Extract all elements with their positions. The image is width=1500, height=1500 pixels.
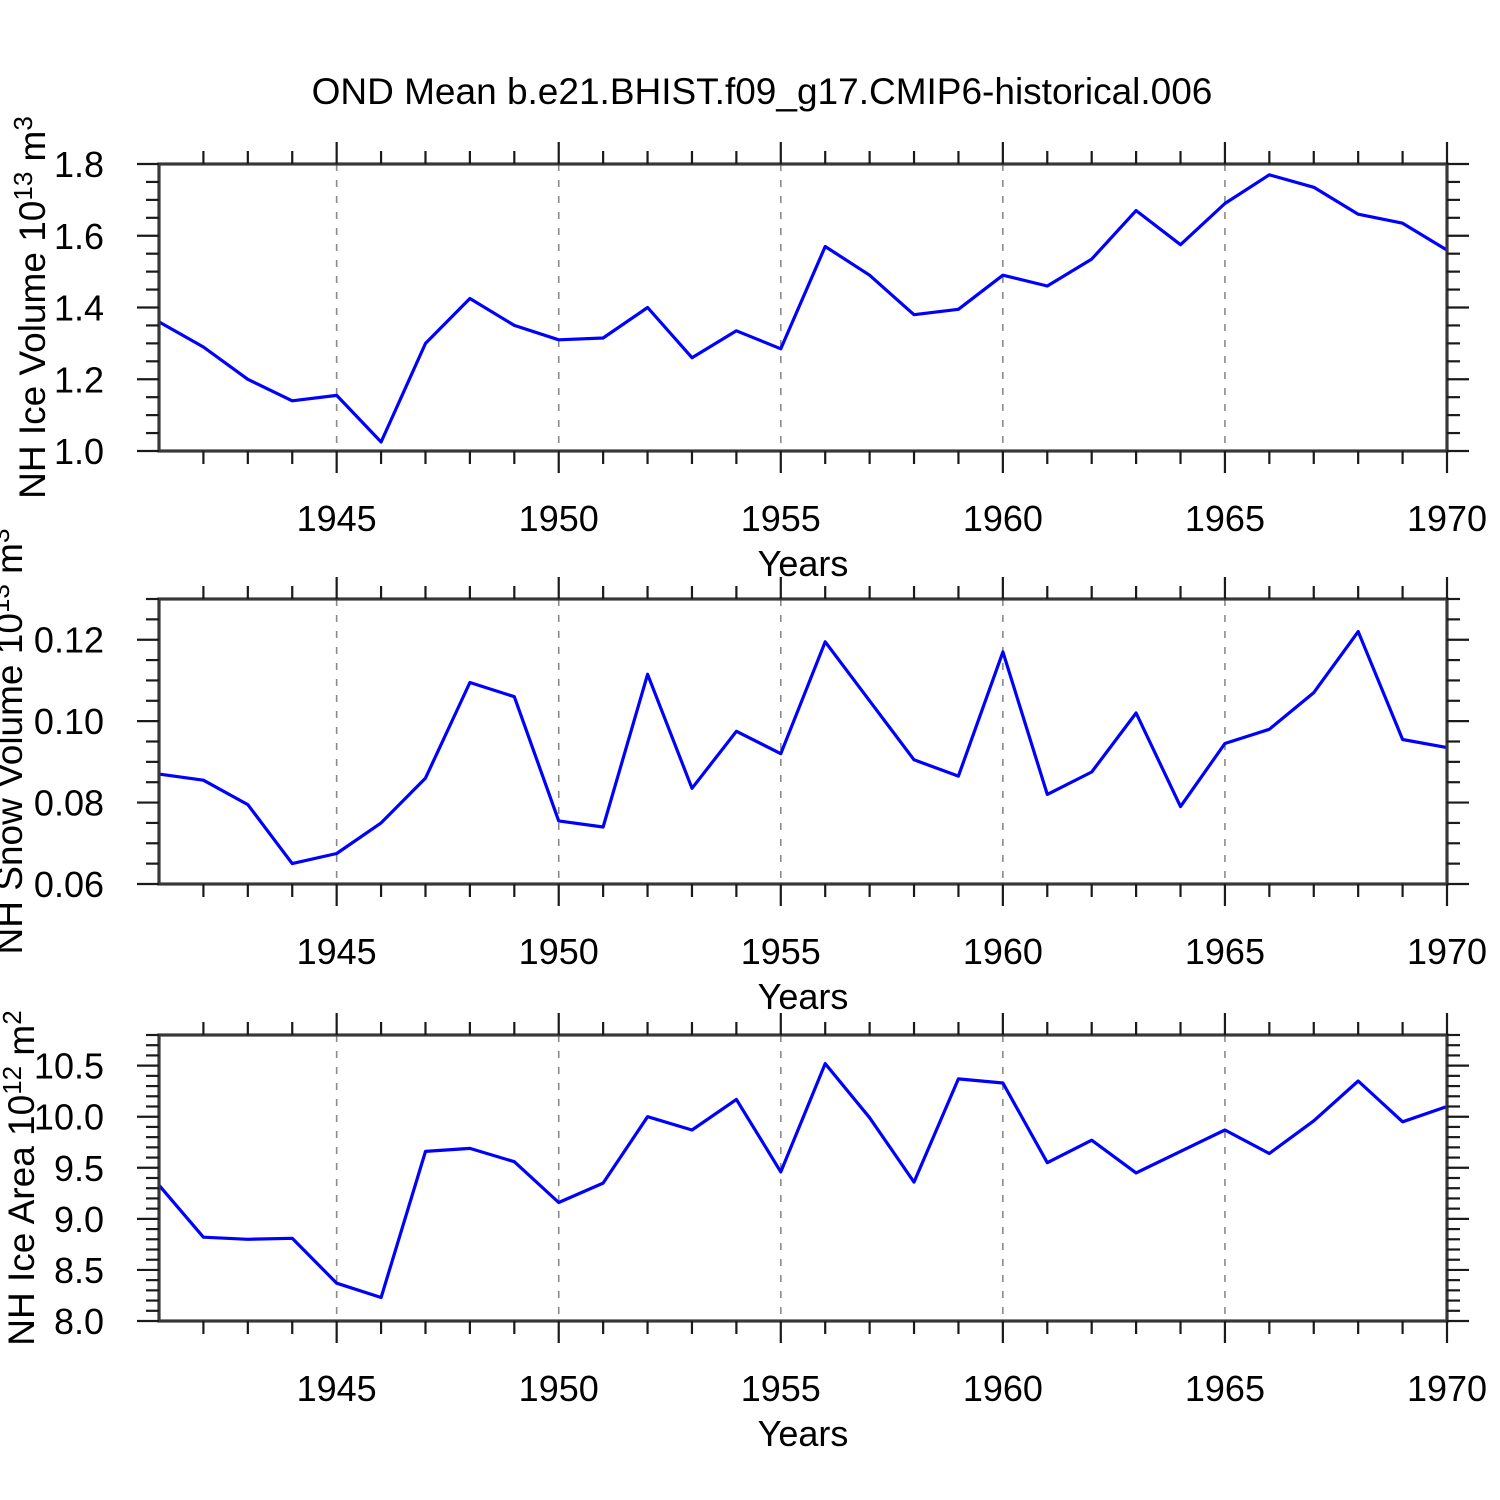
y-tick-label: 0.06 [34,864,104,905]
chart-title: OND Mean b.e21.BHIST.f09_g17.CMIP6-histo… [311,71,1213,112]
y-tick-label: 1.2 [54,359,104,400]
y-tick-label: 0.10 [34,701,104,742]
x-tick-label: 1950 [519,1368,599,1409]
x-axis-title: Years [758,976,849,1017]
y-axis-title: NH Snow Volume 1013 m3 [0,529,30,955]
x-tick-label: 1970 [1407,931,1487,972]
x-tick-label: 1960 [963,931,1043,972]
x-tick-label: 1955 [741,498,821,539]
y-tick-label: 0.12 [34,620,104,661]
x-tick-label: 1955 [741,931,821,972]
x-tick-label: 1970 [1407,1368,1487,1409]
x-tick-label: 1945 [297,931,377,972]
x-tick-label: 1965 [1185,1368,1265,1409]
x-tick-label: 1960 [963,1368,1043,1409]
panel-nh-ice-area: 8.0 8.5 9.0 9.5 10.0 10.5 1945 1950 1955 1960 1965… [0,1010,1487,1454]
x-tick-label: 1970 [1407,498,1487,539]
panel-nh-snow-volume: 0.06 0.08 0.10 0.12 1945 1950 1955 1960 1965 1970… [0,529,1487,1017]
x-tick-label: 1950 [519,498,599,539]
y-tick-label: 8.0 [54,1301,104,1342]
x-axis-title: Years [758,1413,849,1454]
y-tick-label: 9.5 [54,1148,104,1189]
x-tick-label: 1945 [297,1368,377,1409]
y-tick-label: 0.08 [34,783,104,824]
y-tick-label: 1.8 [54,144,104,185]
x-tick-label: 1955 [741,1368,821,1409]
nh-snow-volume-line [158,629,1448,866]
y-tick-label: 1.0 [54,431,104,472]
y-axis-title: NH Ice Area 1012 m2 [0,1010,42,1345]
nh-ice-area-line [157,1061,1448,1300]
y-tick-label: 8.5 [54,1250,104,1291]
y-tick-label: 10.0 [34,1097,104,1138]
y-tick-label: 1.4 [54,288,104,329]
x-tick-label: 1960 [963,498,1043,539]
y-tick-label: 9.0 [54,1199,104,1240]
x-tick-label: 1965 [1185,931,1265,972]
x-axis-title: Years [758,543,849,584]
nh-ice-volume-line [158,173,1448,444]
x-tick-label: 1965 [1185,498,1265,539]
x-tick-label: 1945 [297,498,377,539]
x-tick-label: 1950 [519,931,599,972]
y-axis-title: NH Ice Volume 1013 m3 [8,116,53,499]
y-tick-label: 10.5 [34,1046,104,1087]
panel-nh-ice-volume: 1.0 1.2 1.4 1.6 1.8 1945 1950 1955 1960 1965 1970 Y… [8,116,1487,584]
y-tick-label: 1.6 [54,216,104,257]
